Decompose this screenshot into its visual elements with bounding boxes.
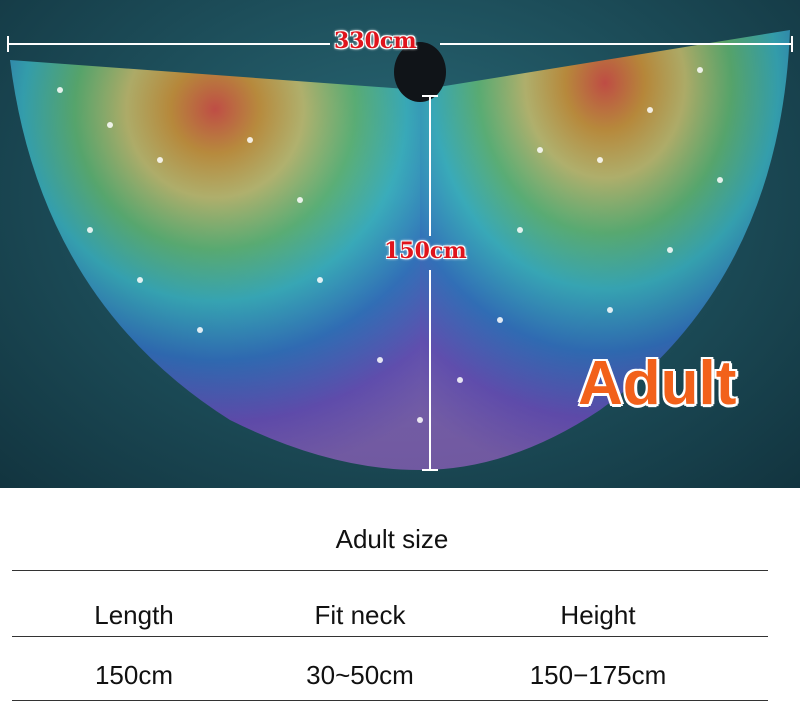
size-badge: Adult [578, 349, 737, 418]
left-wing [10, 60, 420, 470]
header-height: Height [560, 600, 636, 630]
dancer-head [394, 42, 446, 102]
table-divider [12, 636, 768, 637]
table-divider [12, 570, 768, 571]
header-fit-neck: Fit neck [314, 600, 406, 630]
right-wing [420, 30, 790, 470]
header-length: Length [94, 600, 174, 630]
product-photo: 330cm 150cm Adult [0, 0, 800, 488]
height-dimension-label: 150cm [384, 238, 467, 264]
cell-length: 150cm [94, 660, 174, 690]
table-title: Adult size [335, 524, 449, 554]
cell-height: 150−175cm [529, 660, 667, 690]
width-dimension-label: 330cm [334, 28, 417, 54]
table-divider [12, 700, 768, 701]
cell-fit-neck: 30~50cm [306, 660, 414, 690]
led-wings-illustration [10, 30, 790, 470]
